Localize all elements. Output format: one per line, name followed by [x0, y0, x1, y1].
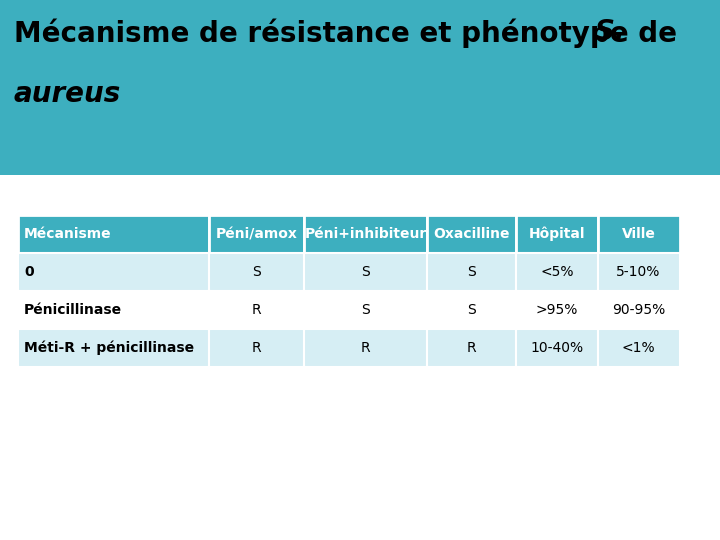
- Text: Mécanisme de résistance et phénotype de: Mécanisme de résistance et phénotype de: [14, 18, 687, 48]
- Text: Oxacilline: Oxacilline: [433, 227, 510, 241]
- Bar: [305, 215, 427, 253]
- Text: S: S: [467, 303, 476, 317]
- Text: R: R: [361, 341, 371, 355]
- Bar: [209, 253, 305, 291]
- Bar: [305, 291, 427, 329]
- Text: Pénicillinase: Pénicillinase: [24, 303, 122, 317]
- Text: Péni+inhibiteur: Péni+inhibiteur: [305, 227, 427, 241]
- Text: R: R: [252, 303, 261, 317]
- Text: Méti-R + pénicillinase: Méti-R + pénicillinase: [24, 341, 194, 355]
- Text: aureus: aureus: [14, 80, 121, 108]
- Text: 5-10%: 5-10%: [616, 265, 661, 279]
- Bar: [18, 329, 209, 367]
- Bar: [598, 253, 680, 291]
- Text: R: R: [467, 341, 477, 355]
- Text: <5%: <5%: [540, 265, 574, 279]
- Text: 90-95%: 90-95%: [612, 303, 665, 317]
- Bar: [516, 215, 598, 253]
- Text: 10-40%: 10-40%: [530, 341, 583, 355]
- Bar: [305, 253, 427, 291]
- Text: Hôpital: Hôpital: [528, 227, 585, 241]
- Bar: [516, 329, 598, 367]
- Bar: [0, 0, 720, 175]
- Text: Ville: Ville: [621, 227, 655, 241]
- Bar: [209, 291, 305, 329]
- Bar: [209, 215, 305, 253]
- Bar: [427, 253, 516, 291]
- Bar: [18, 291, 209, 329]
- Bar: [427, 215, 516, 253]
- Bar: [18, 253, 209, 291]
- Text: S: S: [252, 265, 261, 279]
- Bar: [598, 291, 680, 329]
- Bar: [209, 329, 305, 367]
- Bar: [305, 329, 427, 367]
- Text: S: S: [467, 265, 476, 279]
- Text: S: S: [361, 265, 370, 279]
- Text: S: S: [361, 303, 370, 317]
- Bar: [598, 215, 680, 253]
- Text: S.: S.: [595, 18, 626, 46]
- Text: R: R: [252, 341, 261, 355]
- Bar: [427, 329, 516, 367]
- Text: Mécanisme: Mécanisme: [24, 227, 112, 241]
- Bar: [18, 215, 209, 253]
- Text: 0: 0: [24, 265, 34, 279]
- Text: >95%: >95%: [536, 303, 578, 317]
- Text: <1%: <1%: [622, 341, 655, 355]
- Text: Péni/amox: Péni/amox: [216, 227, 297, 241]
- Bar: [516, 253, 598, 291]
- Bar: [598, 329, 680, 367]
- Bar: [516, 291, 598, 329]
- Bar: [427, 291, 516, 329]
